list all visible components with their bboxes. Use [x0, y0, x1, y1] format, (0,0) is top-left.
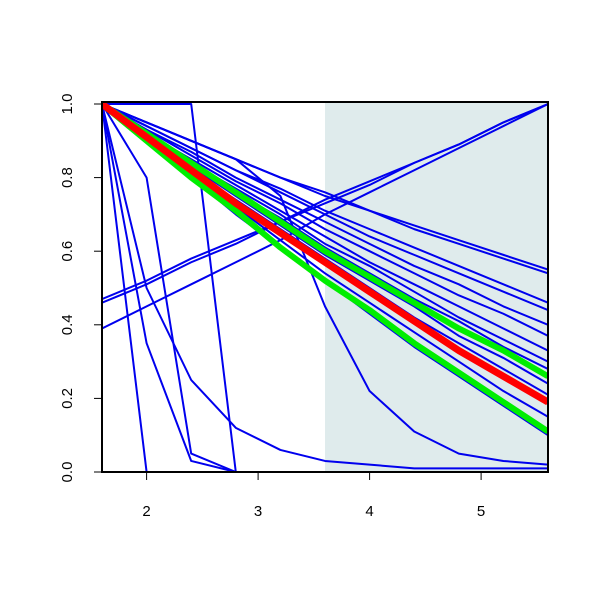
series-line	[102, 103, 548, 300]
series-line	[102, 103, 548, 472]
series-line	[102, 103, 548, 472]
series-line	[102, 103, 548, 330]
y-tick-label: 0.6	[59, 241, 76, 262]
x-tick-label: 3	[254, 503, 262, 520]
series-line	[102, 102, 548, 379]
lines-layer	[102, 102, 548, 472]
y-tick-label: 1.0	[59, 94, 76, 115]
series-line	[102, 103, 548, 326]
series-line	[102, 103, 548, 470]
series-line	[102, 102, 548, 435]
x-tick-label: 2	[142, 503, 150, 520]
x-tick-label: 5	[477, 503, 485, 520]
series-line	[102, 103, 548, 466]
axes-layer: 2 3 4 5 0.0 0.2 0.4 0.6 0.8 1.0	[59, 94, 549, 520]
x-tick-label: 4	[365, 503, 373, 520]
series-line	[102, 102, 548, 406]
y-tick-label: 0.2	[59, 388, 76, 409]
y-tick-label: 0.4	[59, 314, 76, 335]
y-tick-label: 0.8	[59, 167, 76, 188]
series-line	[102, 103, 548, 337]
y-tick-label: 0.0	[59, 462, 76, 483]
series-line	[102, 103, 548, 472]
plot-frame	[101, 101, 549, 473]
